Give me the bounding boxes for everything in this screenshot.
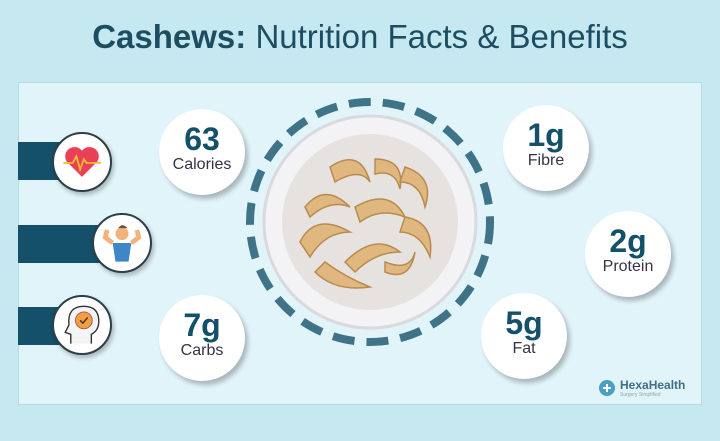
heart-rate-icon bbox=[52, 132, 112, 192]
stat-value: 7g bbox=[183, 307, 221, 343]
stat-protein: 2g Protein bbox=[585, 211, 671, 297]
stat-value: 5g bbox=[505, 305, 543, 341]
stat-value: 63 bbox=[184, 121, 220, 157]
hexahealth-logo: HexaHealth Surgery Simplified bbox=[598, 378, 685, 398]
logo-name: HexaHealth bbox=[620, 378, 686, 392]
cashew-bowl-image bbox=[246, 98, 494, 346]
stat-label: Protein bbox=[602, 258, 654, 275]
stat-label: Calories bbox=[172, 156, 232, 173]
mind-check-icon bbox=[52, 295, 112, 355]
title-bold: Cashews: bbox=[92, 18, 247, 55]
stat-value: 1g bbox=[527, 117, 565, 153]
stat-label: Fat bbox=[512, 340, 536, 357]
stat-label: Carbs bbox=[180, 342, 224, 359]
stat-fibre: 1g Fibre bbox=[503, 105, 589, 191]
muscle-man-icon bbox=[92, 213, 152, 273]
stat-value: 2g bbox=[609, 223, 647, 259]
stat-calories: 63 Calories bbox=[159, 109, 245, 195]
stat-carbs: 7g Carbs bbox=[159, 295, 245, 381]
stat-fat: 5g Fat bbox=[481, 293, 567, 379]
stat-label: Fibre bbox=[527, 152, 565, 169]
page-title: Cashews: Nutrition Facts & Benefits bbox=[0, 18, 720, 56]
logo-drop-icon bbox=[599, 380, 615, 396]
logo-tagline: Surgery Simplified bbox=[620, 392, 661, 398]
title-rest: Nutrition Facts & Benefits bbox=[246, 18, 628, 55]
